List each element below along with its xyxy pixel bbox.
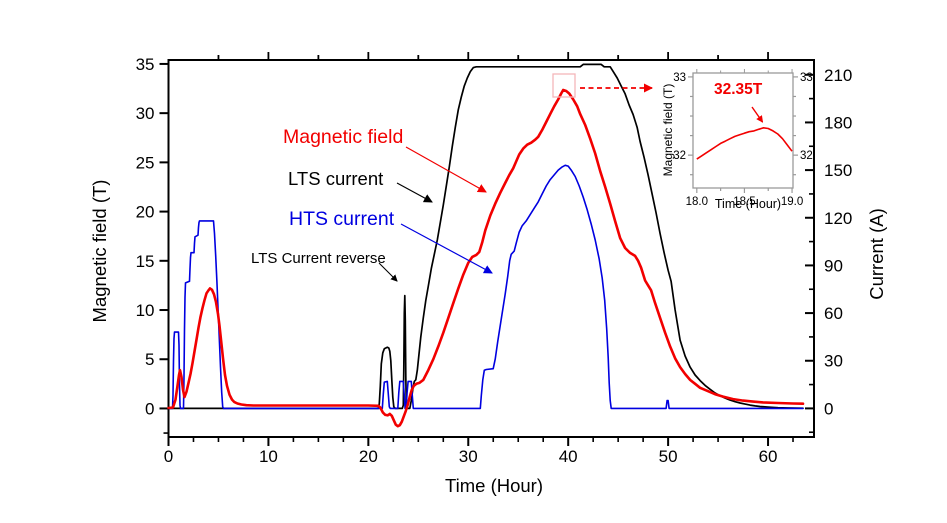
inset-x-tick-label: 19.0 [781, 196, 803, 208]
left-tick-label: 35 [136, 55, 155, 74]
lts-reverse-arrow [378, 262, 398, 282]
left-tick-label: 20 [136, 203, 155, 222]
right-axis-title: Current (A) [865, 208, 887, 300]
right-tick-label: 150 [824, 161, 852, 180]
inset-right-tick-label: 32 [800, 150, 813, 162]
inset-y-axis-title: Magnetic field (T) [661, 83, 675, 177]
legend-hts-current: HTS current [289, 208, 395, 230]
left-tick-label: 30 [136, 104, 155, 123]
inset-peak-pointer-line [751, 106, 764, 123]
hts-current-arrow [400, 223, 493, 274]
x-tick-label: 40 [559, 447, 578, 466]
legend-lts-current: LTS current [288, 168, 384, 189]
data-series [167, 63, 805, 428]
x-tick-label: 50 [659, 447, 678, 466]
left-axis-title: Magnetic field (T) [88, 179, 110, 323]
x-axis-title: Time (Hour) [445, 474, 543, 496]
lts-current-arrow [396, 182, 433, 203]
series-magnetic-field [167, 88, 805, 428]
right-tick-label: 90 [824, 256, 843, 275]
x-tick-label: 30 [459, 447, 478, 466]
plot-frame [167, 59, 815, 438]
inset-chart: 18.0 18.5 19.0 32 32 33 33 [673, 69, 813, 208]
legend-lts-current-reverse: LTS Current reverse [251, 250, 386, 267]
x-tick-label: 60 [759, 447, 778, 466]
left-tick-label: 25 [136, 153, 155, 172]
inset-peak-value-label: 32.35T [714, 81, 763, 98]
x-tick-label: 0 [164, 447, 173, 466]
x-axis-ticks: 0 10 20 30 40 50 60 [164, 437, 794, 466]
right-tick-label: 180 [824, 113, 852, 132]
x-tick-label: 20 [359, 447, 378, 466]
inset-x-axis-title: Time (Hour) [714, 196, 782, 211]
inset-right-tick-label: 33 [800, 72, 813, 84]
left-tick-label: 5 [145, 350, 154, 369]
left-tick-label: 10 [136, 301, 155, 320]
inset-left-tick-label: 32 [673, 150, 686, 162]
left-axis-ticks: 0 5 10 15 20 25 30 35 [136, 55, 169, 434]
left-tick-label: 0 [145, 399, 154, 418]
right-tick-label: 30 [824, 352, 843, 371]
legend-magnetic-field: Magnetic field [283, 126, 404, 148]
left-tick-label: 15 [136, 252, 155, 271]
right-tick-label: 0 [824, 399, 833, 418]
inset-x-tick-label: 18.0 [686, 196, 708, 208]
right-tick-label: 120 [824, 209, 852, 228]
peak-highlight-box [552, 73, 576, 98]
series-hts-current [167, 164, 804, 410]
x-tick-label: 10 [259, 447, 278, 466]
right-tick-label: 210 [824, 66, 852, 85]
right-tick-label: 60 [824, 304, 843, 323]
inset-x-tick-label: 18.5 [733, 196, 755, 208]
series-lts-current [167, 63, 804, 410]
inset-series-magnetic-field [696, 127, 793, 160]
inset-left-tick-label: 33 [673, 72, 686, 84]
magnetic-field-arrow [405, 146, 487, 193]
annotation-arrows [378, 73, 653, 282]
top-axis-ticks [217, 52, 769, 60]
right-axis-ticks: 0 30 60 90 120 150 180 210 [805, 66, 852, 434]
